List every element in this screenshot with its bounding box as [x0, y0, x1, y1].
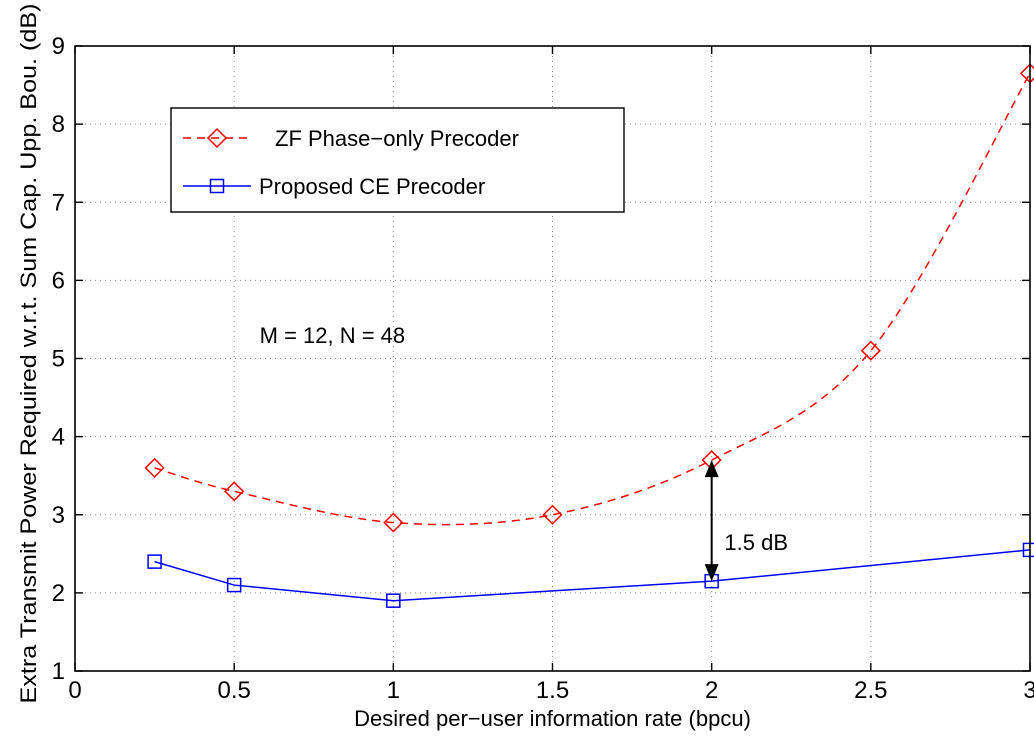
y-tick-label: 8 — [52, 111, 65, 138]
x-tick-label: 1 — [387, 677, 400, 704]
x-tick-label: 2.5 — [854, 677, 887, 704]
parameter-annotation: M = 12, N = 48 — [260, 323, 406, 348]
y-tick-label: 3 — [52, 502, 65, 529]
x-tick-label: 0.5 — [217, 677, 250, 704]
y-tick-label: 9 — [52, 33, 65, 60]
y-axis-label: Extra Transmit Power Required w.r.t. Sum… — [16, 4, 41, 704]
legend-label: ZF Phase−only Precoder — [275, 126, 519, 151]
y-tick-label: 1 — [52, 658, 65, 685]
y-tick-label: 6 — [52, 267, 65, 294]
gap-annotation: 1.5 dB — [724, 530, 788, 555]
legend: ZF Phase−only Precoder Proposed CE Precod… — [171, 108, 624, 212]
legend-label: Proposed CE Precoder — [259, 174, 485, 199]
y-tick-label: 4 — [52, 424, 65, 451]
x-tick-label: 2 — [705, 677, 718, 704]
y-tick-label: 7 — [52, 189, 65, 216]
x-tick-label: 0 — [68, 677, 81, 704]
x-axis-label: Desired per−user information rate (bpcu) — [354, 706, 751, 731]
y-tick-label: 2 — [52, 580, 65, 607]
x-tick-label: 1.5 — [536, 677, 569, 704]
y-tick-label: 5 — [52, 346, 65, 373]
x-tick-label: 3 — [1023, 677, 1034, 704]
